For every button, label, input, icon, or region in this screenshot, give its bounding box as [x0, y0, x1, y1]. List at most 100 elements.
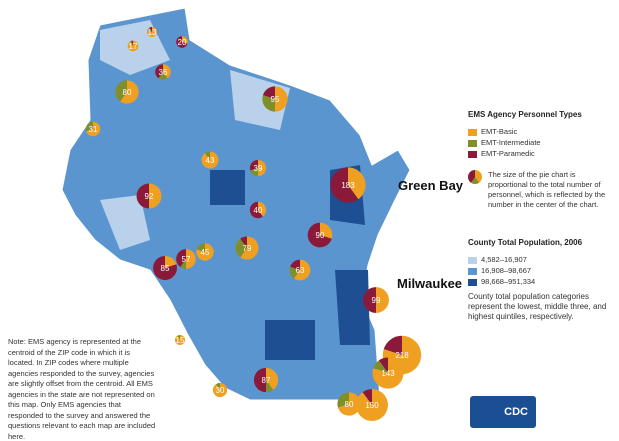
- agency-pie: 99: [363, 287, 389, 313]
- pie-slice: [212, 382, 228, 398]
- pie-slice: [253, 367, 266, 393]
- agency-pie: 57: [176, 249, 196, 269]
- legend-label: EMT-Intermediate: [481, 138, 541, 147]
- pie-count: 30: [216, 386, 225, 395]
- pie-slice: [289, 266, 300, 279]
- pie-count: 45: [201, 248, 210, 257]
- legend-label: EMT-Paramedic: [481, 149, 535, 158]
- legend-label: 98,668–951,334: [481, 277, 536, 286]
- pie-slice: [337, 392, 361, 416]
- population-title: County Total Population, 2006: [468, 238, 583, 247]
- pie-slice: [293, 259, 311, 281]
- agency-pie: 31: [85, 121, 101, 137]
- legend-swatch: [468, 128, 477, 136]
- pie-slice: [376, 287, 389, 313]
- pie-slice: [249, 159, 258, 171]
- pie-slice: [158, 72, 168, 80]
- pie-count: 63: [296, 266, 305, 275]
- pie-count: 143: [381, 369, 395, 378]
- legend-label: EMT-Basic: [481, 127, 518, 136]
- pie-slice: [258, 201, 267, 217]
- legend-item: EMT-Basic: [468, 127, 608, 136]
- pie-slice: [186, 249, 196, 269]
- agency-pie: 39: [249, 159, 267, 177]
- agency-pie: 80: [115, 80, 139, 104]
- pie-note: The size of the pie chart is proportiona…: [488, 170, 606, 209]
- pie-slice: [182, 36, 188, 44]
- pie-size-icon: [468, 170, 482, 184]
- pie-slice: [147, 27, 158, 37]
- agency-pie: 79: [235, 236, 259, 260]
- legend-swatch: [468, 267, 477, 275]
- agency-pie: 95: [262, 86, 288, 112]
- agency-pie: 85: [153, 256, 177, 280]
- pie-count: 87: [262, 376, 271, 385]
- cdc-logo: CDC: [470, 396, 536, 428]
- city-label-milwaukee: Milwaukee: [397, 276, 463, 291]
- pie-count: 90: [316, 231, 325, 240]
- pie-count: 92: [145, 192, 154, 201]
- pie-slice: [235, 238, 247, 258]
- population-note: County total population categories repre…: [468, 292, 607, 321]
- pie-slice: [153, 256, 177, 280]
- legend-swatch: [468, 256, 477, 264]
- pie-count: 218: [395, 351, 409, 360]
- legend-swatch: [468, 278, 477, 286]
- pie-slice: [176, 249, 186, 267]
- pie-count: 40: [254, 206, 263, 215]
- pie-slice: [266, 380, 274, 393]
- pie-count: 80: [123, 88, 132, 97]
- pie-slice: [196, 243, 205, 252]
- pie-count: 20: [178, 38, 187, 47]
- pie-slice: [348, 167, 366, 200]
- legend-swatch: [468, 150, 477, 158]
- county-low: [100, 195, 150, 250]
- pie-slice: [131, 40, 133, 46]
- agency-pie: 20: [176, 36, 188, 48]
- pie-slice: [180, 259, 186, 269]
- pie-slice: [378, 357, 388, 373]
- pie-slice: [163, 64, 171, 79]
- agency-pie: 63: [289, 259, 311, 281]
- legend-item: EMT-Paramedic: [468, 149, 608, 158]
- agency-pie: 87: [253, 367, 279, 393]
- pie-slice: [275, 86, 288, 112]
- map-note: Note: EMS agency is represented at the c…: [8, 337, 156, 441]
- pie-slice: [240, 236, 259, 260]
- pie-count: 15: [176, 336, 185, 345]
- pie-slice: [86, 121, 101, 137]
- agency-pie: 45: [196, 243, 214, 261]
- pie-slice: [155, 64, 163, 79]
- pie-count: 79: [243, 244, 252, 253]
- pie-count: 99: [372, 296, 381, 305]
- pie-slice: [250, 168, 258, 177]
- pie-slice: [129, 40, 133, 46]
- pie-slice: [136, 183, 149, 209]
- legend-item: EMT-Intermediate: [468, 138, 608, 147]
- pie-count: 150: [365, 401, 379, 410]
- pie-slice: [290, 259, 300, 270]
- agency-pie: 43: [201, 151, 219, 169]
- pie-count: 36: [159, 68, 168, 77]
- county-high: [335, 270, 370, 345]
- pie-slice: [307, 222, 332, 248]
- county-low: [230, 70, 290, 130]
- pie-slice: [262, 86, 275, 99]
- pie-slice: [149, 183, 162, 209]
- pie-slice: [320, 222, 333, 239]
- county-high: [210, 170, 245, 205]
- agency-pie: 13: [147, 27, 158, 37]
- pie-slice: [201, 151, 219, 169]
- pie-count: 17: [129, 42, 138, 51]
- agency-pie: 90: [307, 222, 333, 248]
- pie-slice: [330, 167, 359, 203]
- pie-count: 43: [206, 156, 215, 165]
- legend-swatch: [468, 139, 477, 147]
- pie-slice: [266, 367, 279, 390]
- pie-slice: [115, 80, 127, 102]
- population-class: 4,582–16,907: [468, 255, 608, 264]
- population-class: 16,908–98,667: [468, 266, 608, 275]
- pie-slice: [363, 287, 376, 313]
